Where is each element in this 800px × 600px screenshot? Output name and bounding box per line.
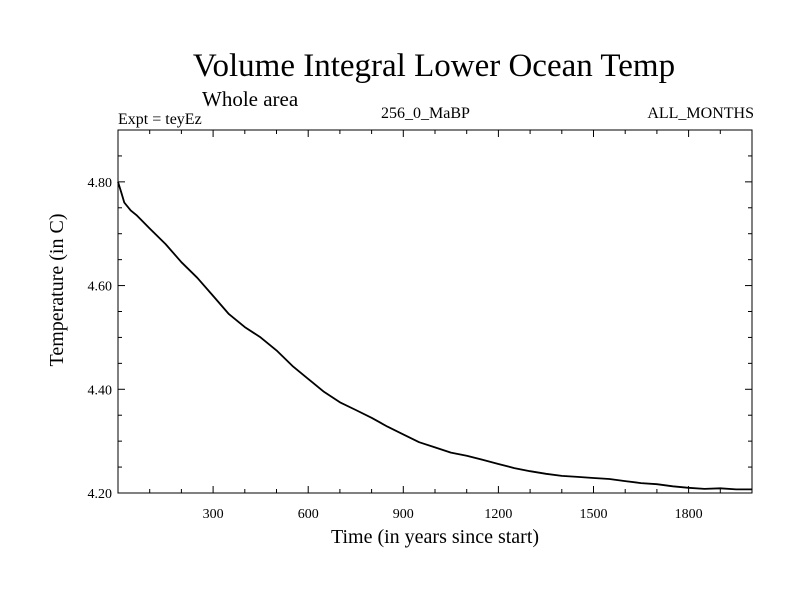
x-axis-label: Time (in years since start) [330,526,540,548]
x-tick-label: 300 [203,507,224,522]
chart-title: Volume Integral Lower Ocean Temp [192,48,676,84]
y-tick-label: 4.20 [88,487,113,502]
x-tick-label: 600 [298,507,319,522]
x-tick-label: 900 [393,507,414,522]
x-tick-label: 1500 [580,507,608,522]
plot-frame [117,129,753,494]
x-tick-label: 1200 [484,507,512,522]
experiment-label: Expt = teyEz [118,111,202,128]
y-tick-label: 4.40 [88,383,113,398]
chart-subtitle: Whole area [202,87,299,111]
period-label: 256_0_MaBP [381,105,470,122]
y-tick-label: 4.80 [88,176,113,191]
x-tick-label: 1800 [675,507,703,522]
months-label: ALL_MONTHS [647,105,754,122]
temperature-series-line [117,181,752,491]
y-tick-label: 4.60 [88,280,113,295]
